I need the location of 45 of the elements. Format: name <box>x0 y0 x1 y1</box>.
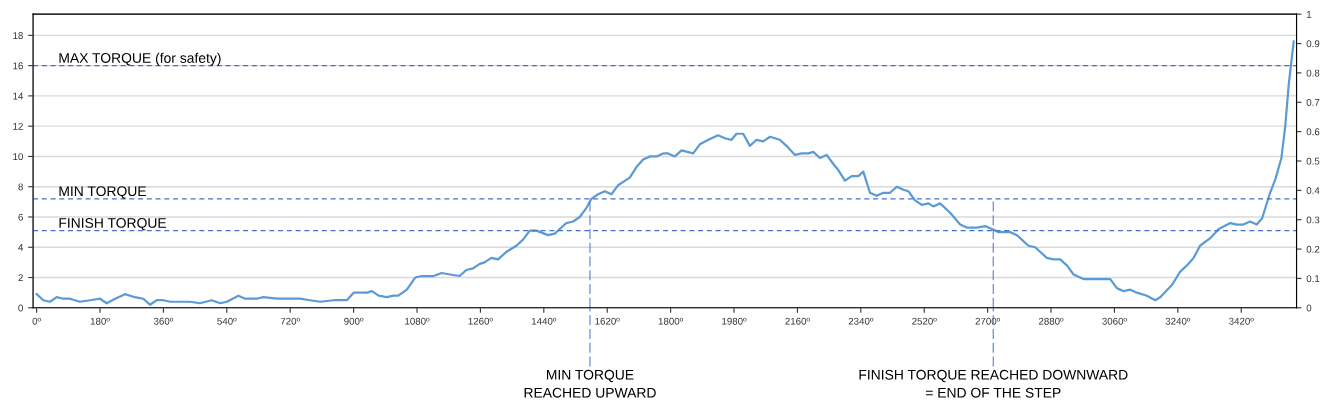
y2-tick-label: 0.9 <box>1306 40 1320 48</box>
x-tick-label: 3060º <box>1102 317 1127 325</box>
y-tick-label: 12 <box>13 122 23 130</box>
y-tick-label: 16 <box>13 62 23 70</box>
x-tick-label: 3420º <box>1229 317 1254 325</box>
y2-tick-label: 0.4 <box>1306 187 1320 194</box>
x-tick-label: 1980º <box>722 317 747 325</box>
ref-line-label: FINISH TORQUE REACHED DOWNWARD = END OF THE STEP <box>859 369 1128 398</box>
y2-tick-label: 0 <box>1306 304 1312 312</box>
y-tick-label: 6 <box>18 213 23 221</box>
x-tick-label: 1620º <box>595 317 620 325</box>
x-tick-label: 2880º <box>1038 317 1064 325</box>
y2-tick-label: 0.5 <box>1306 157 1320 165</box>
x-tick-label: 1800º <box>658 317 684 325</box>
y2-tick-label: 0.8 <box>1306 69 1320 77</box>
y-tick-label: 0 <box>18 304 23 312</box>
x-tick-label: 0º <box>32 317 41 325</box>
y2-tick-label: 1 <box>1307 11 1312 18</box>
y-tick-label: 4 <box>18 244 24 251</box>
x-tick-label: 2340º <box>848 317 874 325</box>
ref-line-label: MAX TORQUE (for safety) <box>59 52 221 66</box>
x-tick-label: 1260º <box>468 317 493 325</box>
x-tick-label: 2160º <box>785 317 810 325</box>
y-tick-label: 10 <box>13 153 23 161</box>
y2-tick-label: 0.3 <box>1306 216 1320 224</box>
x-tick-label: 720º <box>280 317 300 325</box>
y-tick-label: 14 <box>13 92 24 100</box>
y2-tick-label: 0.1 <box>1306 275 1320 283</box>
x-tick-label: 3240º <box>1165 317 1191 325</box>
y-tick-label: 2 <box>18 274 23 282</box>
ref-line-label: MIN TORQUE REACHED UPWARD <box>524 369 656 398</box>
x-tick-label: 180º <box>90 317 110 325</box>
x-tick-label: 540º <box>217 317 237 325</box>
y2-tick-label: 0.6 <box>1306 128 1320 136</box>
y2-tick-label: 0.2 <box>1306 245 1320 253</box>
x-tick-label: 360º <box>153 317 174 325</box>
ref-line-label: MIN TORQUE <box>59 186 146 199</box>
y2-tick-label: 0.7 <box>1306 99 1320 106</box>
x-tick-label: 1440º <box>531 317 557 325</box>
ref-line-label: FINISH TORQUE <box>59 218 167 231</box>
x-tick-label: 2520º <box>912 317 937 325</box>
x-tick-label: 1080º <box>405 317 430 325</box>
y-tick-label: 18 <box>13 32 23 39</box>
x-tick-label: 900º <box>344 317 364 325</box>
y-tick-label: 8 <box>18 183 23 191</box>
